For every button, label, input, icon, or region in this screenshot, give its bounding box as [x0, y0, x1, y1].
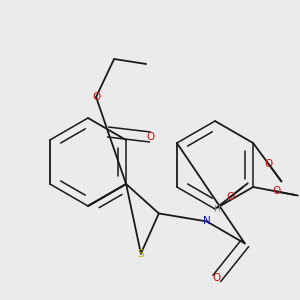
- Text: O: O: [146, 132, 154, 142]
- Text: N: N: [203, 216, 211, 226]
- Text: O: O: [213, 273, 221, 284]
- Text: S: S: [138, 249, 144, 259]
- Text: O: O: [264, 159, 273, 169]
- Text: O: O: [226, 192, 235, 202]
- Text: O: O: [272, 186, 280, 197]
- Text: O: O: [92, 92, 100, 102]
- Text: H: H: [213, 205, 220, 214]
